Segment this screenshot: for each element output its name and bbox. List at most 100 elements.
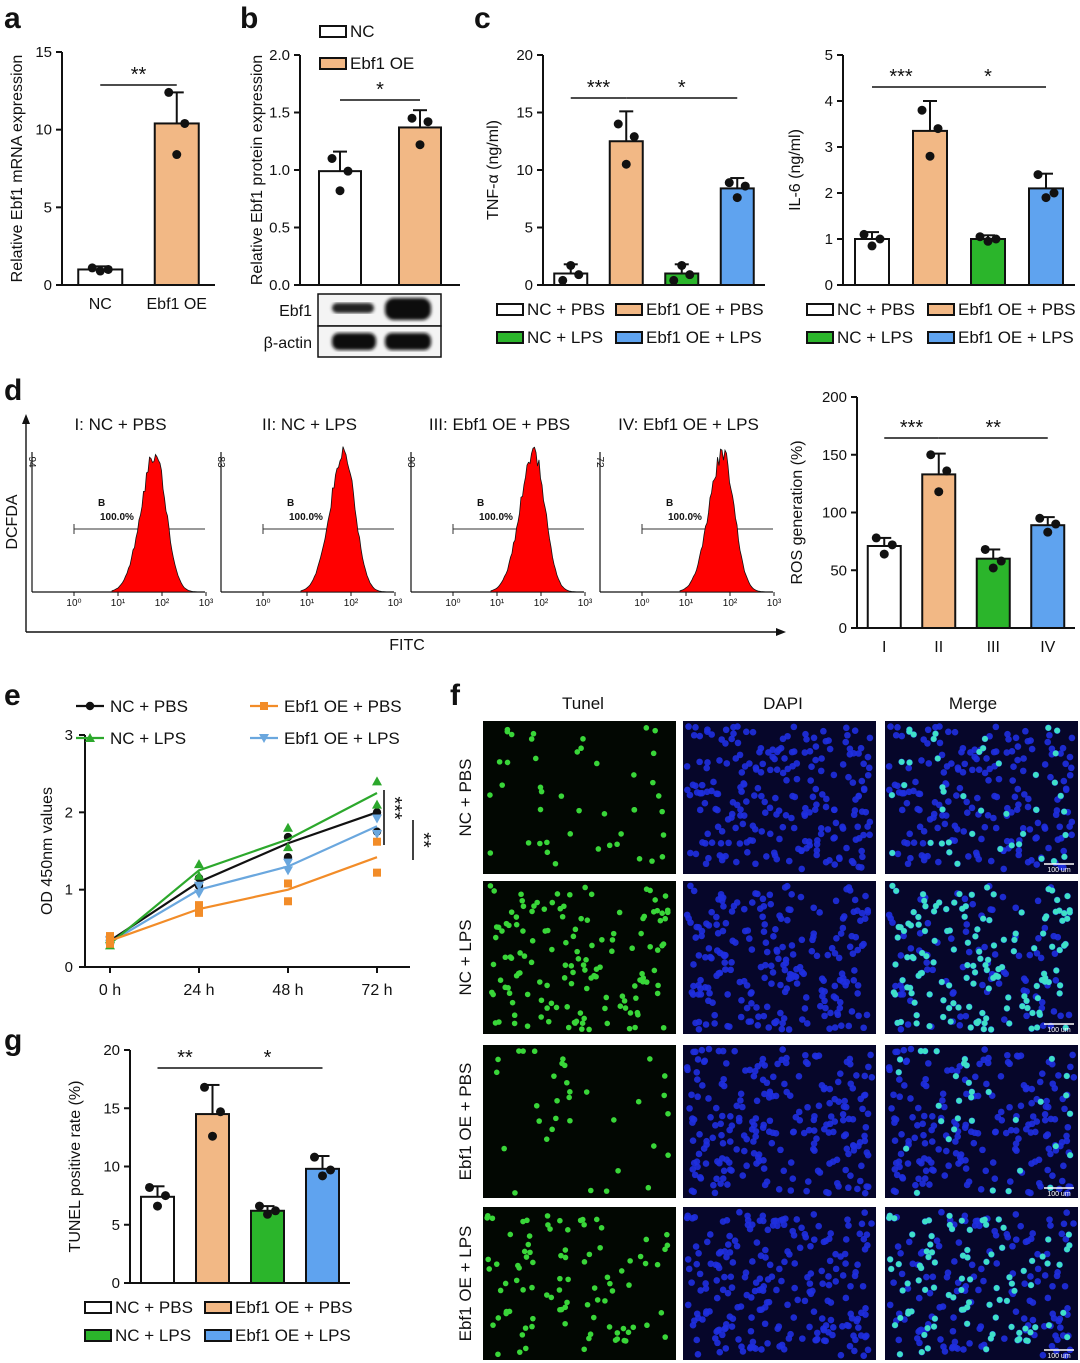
dapi-nucleus bbox=[716, 969, 724, 977]
dapi-nucleus bbox=[1066, 771, 1074, 779]
merged-positive-nucleus bbox=[1012, 930, 1019, 937]
tunel-positive-nucleus bbox=[598, 1224, 605, 1231]
micrograph-tile: 100 um bbox=[885, 721, 1078, 874]
tunel-positive-nucleus bbox=[556, 1287, 563, 1293]
dapi-nucleus bbox=[861, 1072, 869, 1080]
dapi-nucleus bbox=[804, 1273, 811, 1281]
flow-y-arrow bbox=[22, 414, 30, 424]
dapi-nucleus bbox=[807, 1242, 814, 1250]
dapi-nucleus bbox=[748, 1314, 755, 1321]
tunel-positive-nucleus bbox=[636, 855, 643, 862]
dapi-nucleus bbox=[830, 771, 838, 779]
dapi-nucleus bbox=[905, 764, 912, 772]
dapi-nucleus bbox=[744, 1216, 752, 1224]
tunel-positive-nucleus bbox=[627, 1010, 634, 1016]
x-tick-label: III bbox=[987, 639, 1000, 656]
legend-swatch bbox=[615, 303, 643, 316]
dapi-nucleus bbox=[718, 1112, 726, 1120]
merged-positive-nucleus bbox=[986, 917, 993, 924]
flow-panel-title: III: Ebf1 OE + PBS bbox=[429, 415, 570, 434]
dapi-nucleus bbox=[1070, 1073, 1078, 1081]
merged-positive-nucleus bbox=[893, 887, 900, 894]
dapi-nucleus bbox=[919, 840, 927, 847]
dapi-nucleus bbox=[989, 1159, 997, 1166]
tunel-positive-nucleus bbox=[522, 1345, 529, 1352]
merged-positive-nucleus bbox=[1022, 1325, 1029, 1332]
tunel-positive-nucleus bbox=[620, 1325, 627, 1332]
dapi-nucleus bbox=[1051, 950, 1059, 957]
data-point bbox=[423, 117, 433, 127]
dapi-nucleus bbox=[714, 1262, 722, 1269]
dapi-nucleus bbox=[752, 1128, 760, 1135]
dapi-nucleus bbox=[867, 1051, 874, 1059]
tunel-positive-nucleus bbox=[515, 1262, 521, 1269]
dapi-nucleus bbox=[791, 1260, 799, 1267]
dapi-nucleus bbox=[693, 1068, 701, 1076]
dapi-nucleus bbox=[796, 1116, 804, 1124]
dapi-nucleus bbox=[1001, 1016, 1008, 1023]
dapi-nucleus bbox=[910, 787, 917, 795]
bar bbox=[719, 187, 755, 286]
dapi-nucleus bbox=[784, 916, 791, 924]
dapi-nucleus bbox=[739, 1172, 747, 1179]
dapi-nucleus bbox=[863, 1183, 870, 1190]
tunel-positive-nucleus bbox=[643, 725, 650, 731]
micrograph-row-label: Ebf1 OE + PBS bbox=[456, 1063, 475, 1181]
dapi-nucleus bbox=[1046, 1216, 1053, 1223]
dapi-nucleus bbox=[861, 1209, 868, 1216]
micrograph-tile bbox=[483, 1045, 676, 1198]
dapi-nucleus bbox=[689, 1137, 697, 1145]
merged-positive-nucleus bbox=[1054, 896, 1061, 903]
dapi-nucleus bbox=[791, 1284, 798, 1292]
dapi-nucleus bbox=[687, 882, 694, 890]
tunel-positive-nucleus bbox=[604, 1020, 611, 1027]
merged-positive-nucleus bbox=[995, 760, 1002, 767]
dapi-nucleus bbox=[760, 1165, 768, 1172]
dapi-nucleus bbox=[758, 828, 766, 835]
dapi-nucleus bbox=[983, 755, 990, 762]
data-point bbox=[153, 1201, 162, 1211]
dapi-nucleus bbox=[839, 915, 847, 922]
dapi-nucleus bbox=[959, 769, 967, 776]
tunel-positive-nucleus bbox=[511, 1012, 518, 1019]
tunel-positive-nucleus bbox=[564, 1079, 570, 1086]
dapi-nucleus bbox=[916, 1158, 923, 1165]
hist-gate-percent: 100.0% bbox=[100, 512, 134, 523]
dapi-nucleus bbox=[765, 749, 772, 756]
tunel-positive-nucleus bbox=[655, 982, 661, 989]
dapi-nucleus bbox=[907, 1045, 915, 1053]
dapi-nucleus bbox=[1038, 999, 1046, 1006]
dapi-nucleus bbox=[766, 1117, 774, 1125]
dapi-nucleus bbox=[753, 1239, 761, 1246]
merged-positive-nucleus bbox=[976, 948, 983, 955]
dapi-nucleus bbox=[723, 760, 731, 767]
dapi-nucleus bbox=[741, 1147, 748, 1155]
y-tick-label: 0 bbox=[839, 620, 847, 637]
merged-positive-nucleus bbox=[970, 980, 977, 987]
dapi-nucleus bbox=[826, 1025, 833, 1032]
dapi-nucleus bbox=[740, 977, 748, 985]
dapi-nucleus bbox=[749, 837, 757, 844]
dapi-nucleus bbox=[1043, 1250, 1051, 1258]
data-point bbox=[724, 178, 734, 188]
merged-positive-nucleus bbox=[964, 962, 971, 969]
dapi-nucleus bbox=[790, 748, 798, 755]
dapi-nucleus bbox=[1067, 1063, 1074, 1071]
dapi-nucleus bbox=[992, 824, 1000, 832]
merged-positive-nucleus bbox=[964, 1320, 971, 1327]
dapi-nucleus bbox=[1052, 1147, 1060, 1154]
tunel-positive-nucleus bbox=[584, 1301, 591, 1308]
dapi-nucleus bbox=[807, 777, 814, 784]
dapi-nucleus bbox=[762, 1246, 769, 1254]
dapi-nucleus bbox=[771, 755, 778, 763]
significance-label: *** bbox=[383, 796, 405, 820]
dapi-nucleus bbox=[723, 1060, 730, 1067]
tunel-positive-nucleus bbox=[642, 1260, 649, 1267]
hist-gate-percent: 100.0% bbox=[289, 512, 323, 523]
y-tick-label: 0 bbox=[825, 277, 833, 294]
merged-positive-nucleus bbox=[974, 926, 981, 933]
merged-positive-nucleus bbox=[1029, 1009, 1036, 1016]
dapi-nucleus bbox=[697, 1287, 704, 1294]
dapi-nucleus bbox=[806, 1288, 814, 1296]
